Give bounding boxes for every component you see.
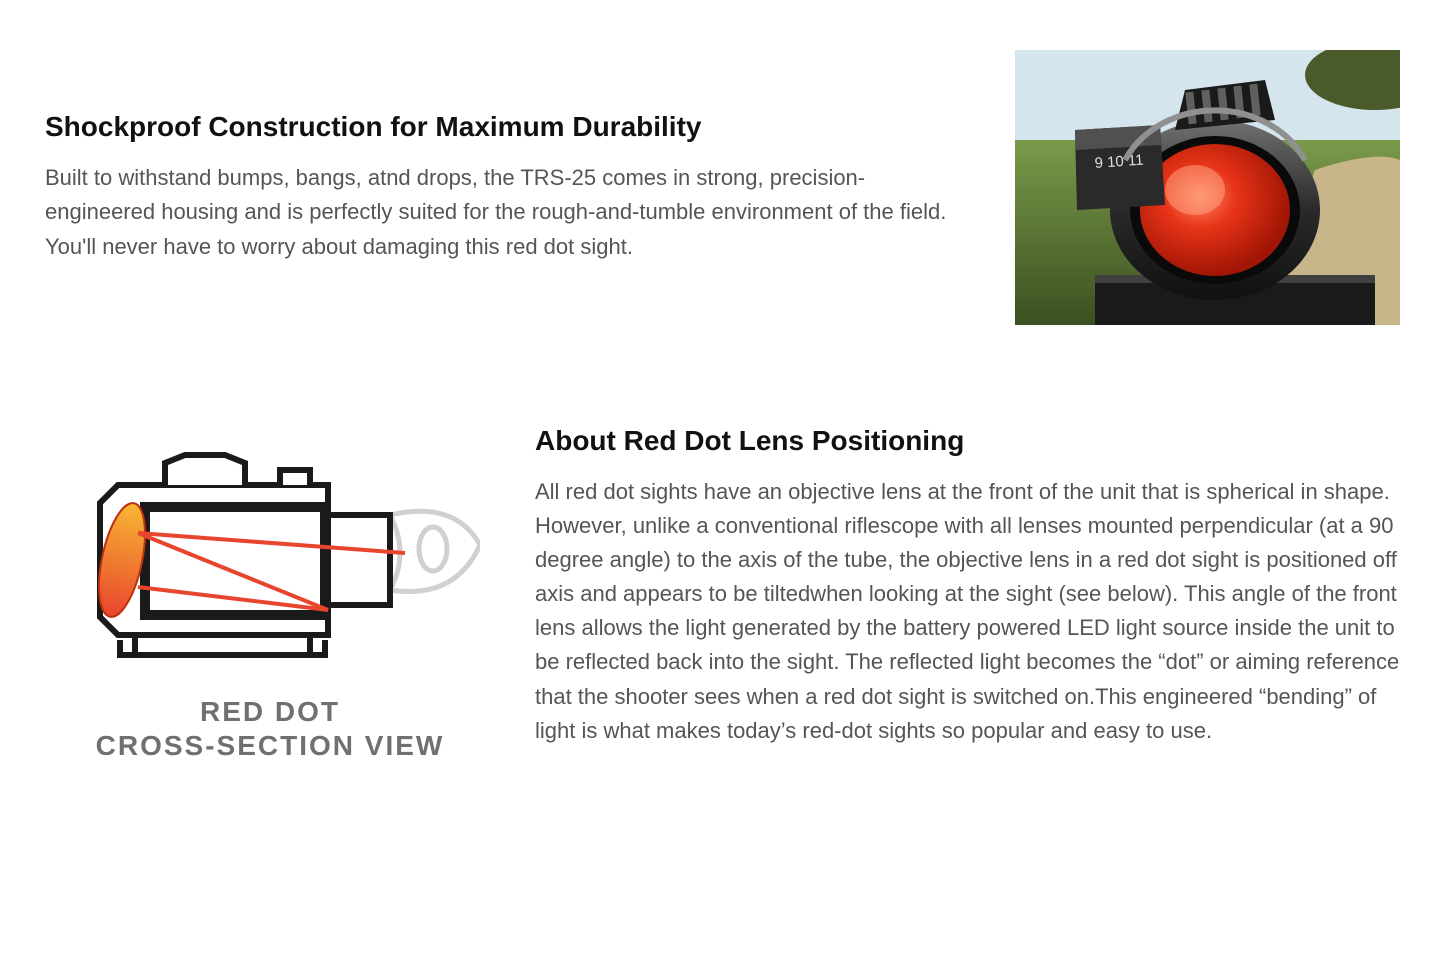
section2-heading: About Red Dot Lens Positioning [535,425,1400,457]
section1-photo-col: 9 10 11 [1015,50,1400,325]
section1-heading: Shockproof Construction for Maximum Dura… [45,111,975,143]
section-lens-positioning: RED DOT CROSS-SECTION VIEW About Red Dot… [45,425,1400,762]
section2-diagram-col: RED DOT CROSS-SECTION VIEW [45,425,495,762]
caption-line-1: RED DOT [96,695,445,729]
section1-text: Shockproof Construction for Maximum Dura… [45,111,975,263]
section2-text: About Red Dot Lens Positioning All red d… [535,425,1400,748]
cross-section-icon [60,445,480,665]
section-shockproof: Shockproof Construction for Maximum Dura… [45,50,1400,325]
cross-section-diagram [60,445,480,665]
svg-text:9 10 11: 9 10 11 [1094,152,1144,172]
diagram-caption: RED DOT CROSS-SECTION VIEW [96,695,445,762]
red-dot-sight-photo-icon: 9 10 11 [1015,50,1400,325]
section1-body: Built to withstand bumps, bangs, atnd dr… [45,161,975,263]
section2-body: All red dot sights have an objective len… [535,475,1400,748]
caption-line-2: CROSS-SECTION VIEW [96,729,445,763]
product-photo: 9 10 11 [1015,50,1400,325]
